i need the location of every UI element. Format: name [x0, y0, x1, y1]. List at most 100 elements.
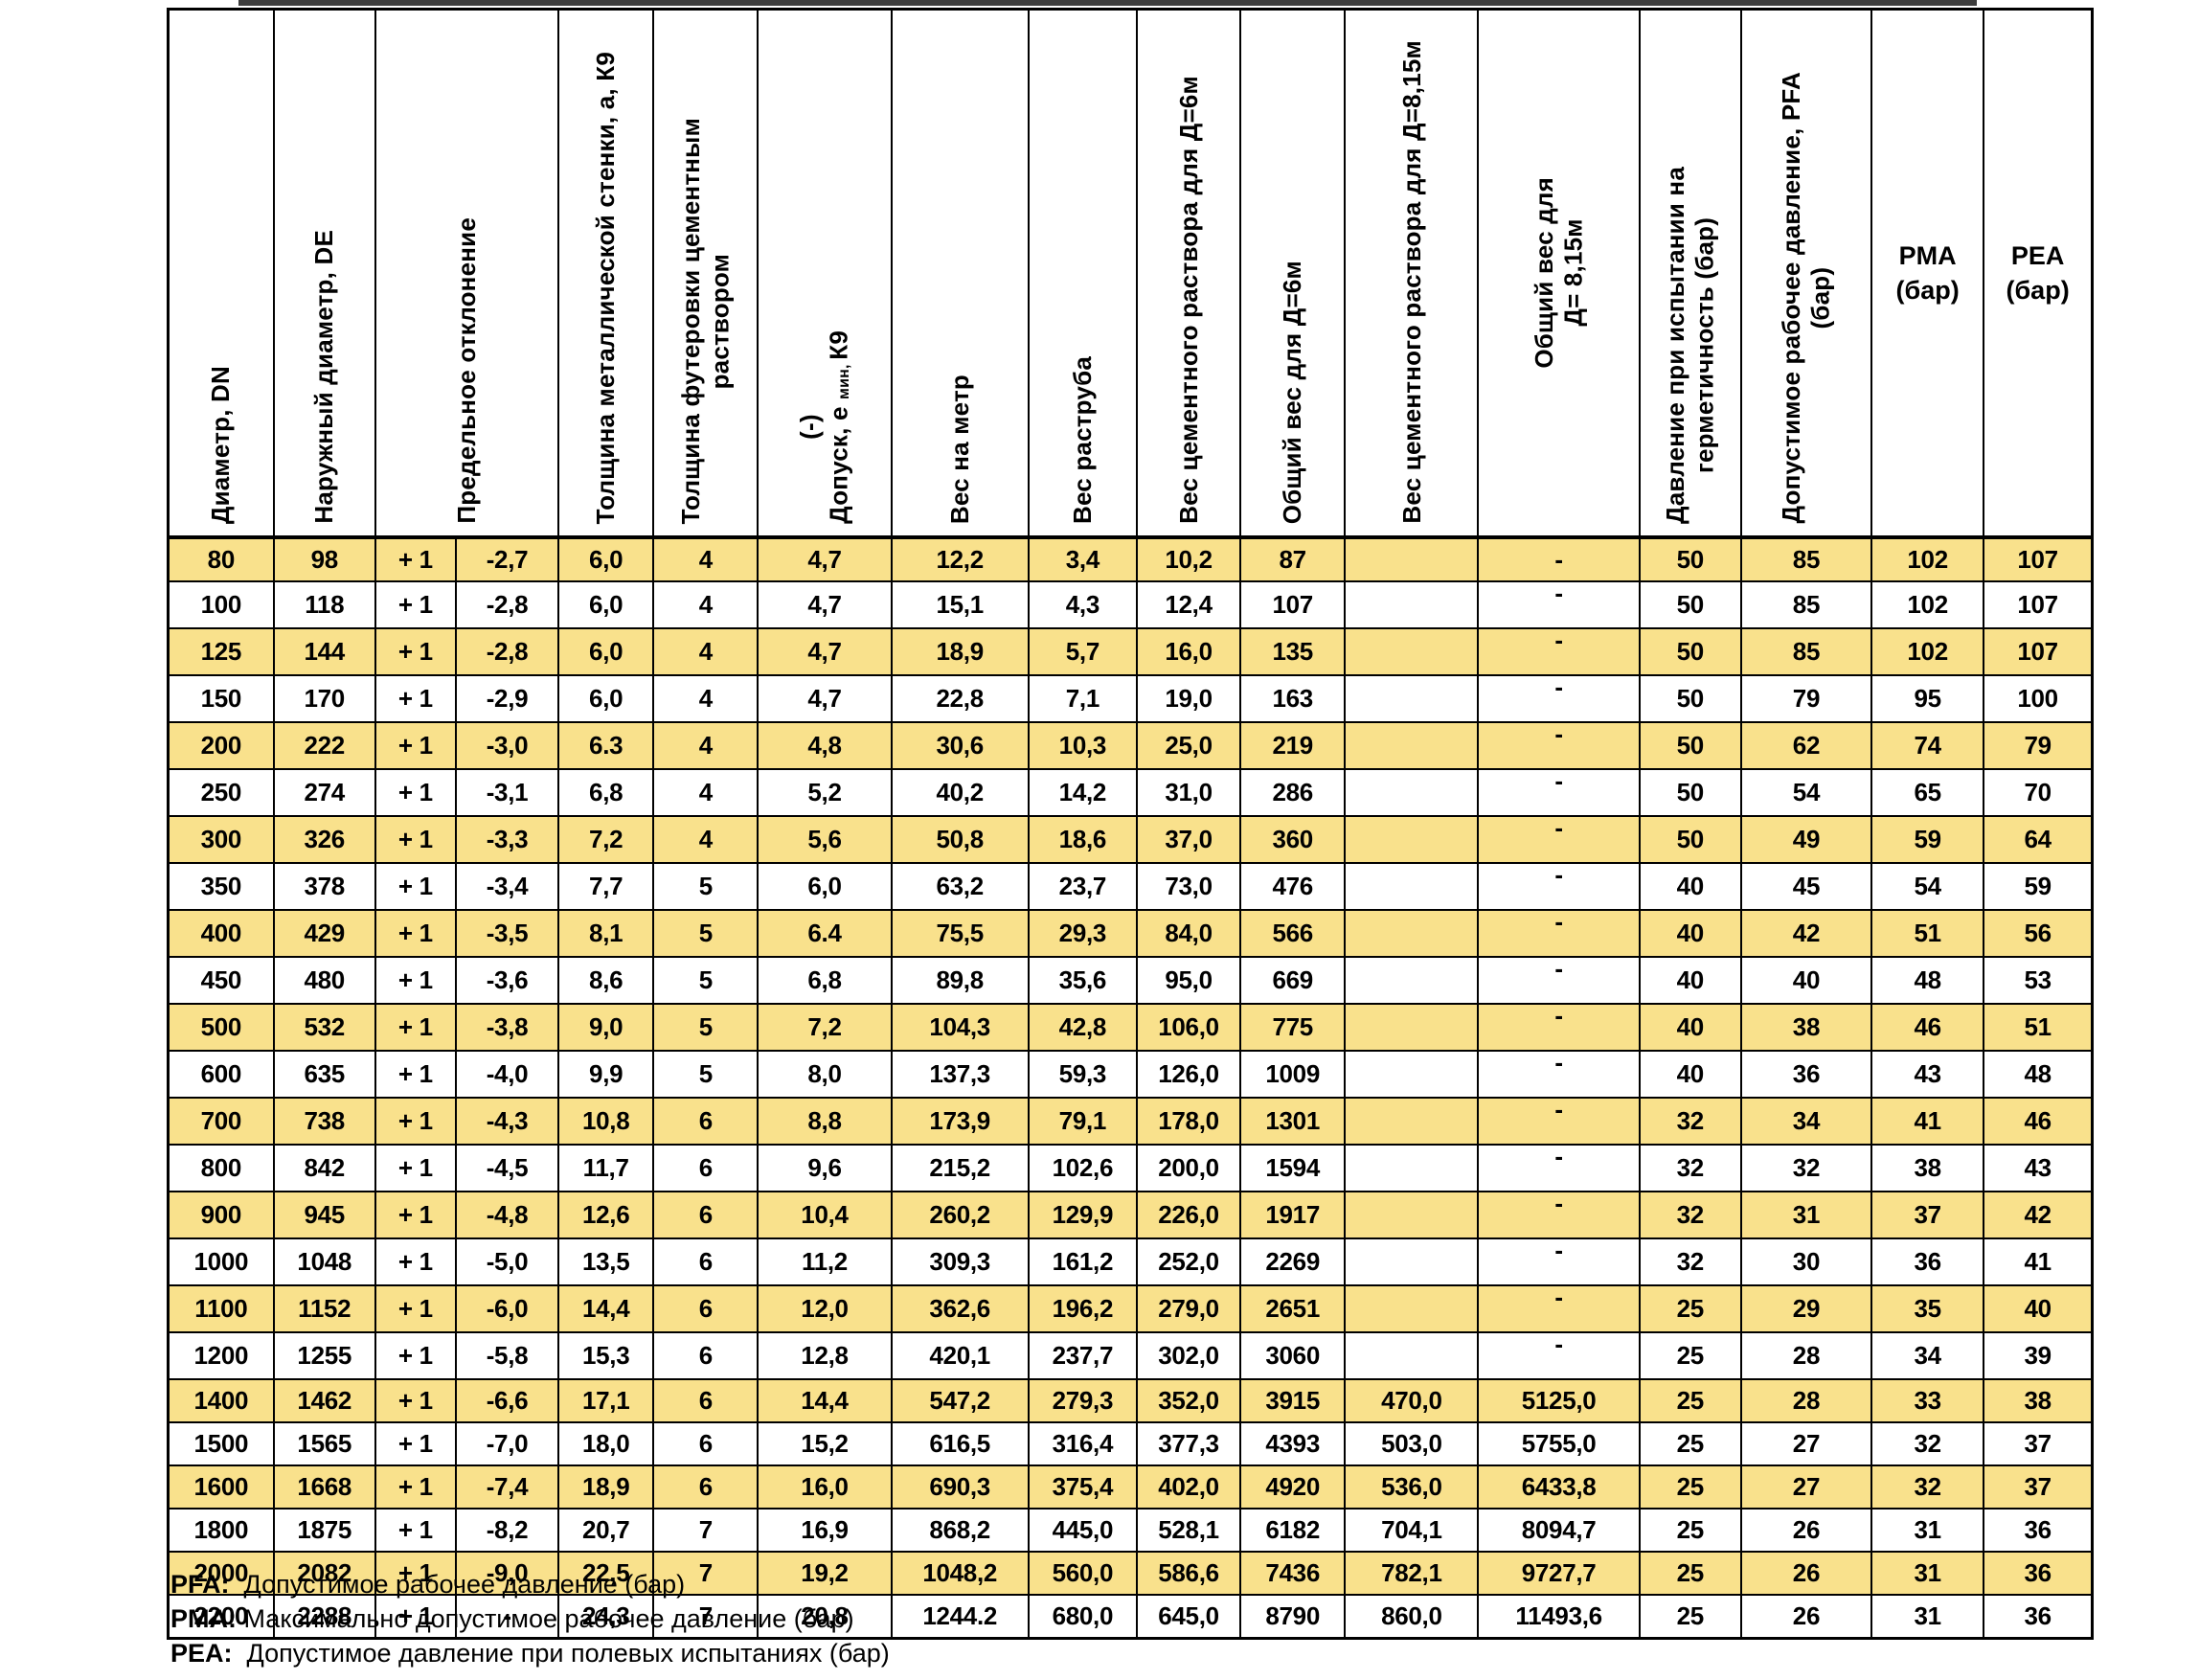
table-cell: 782,1: [1344, 1551, 1480, 1596]
table-cell: 46: [1870, 1003, 1985, 1052]
table-cell: [1344, 627, 1480, 676]
table-row: 250 274 + 1 -3,1 6,8 4 5,2 40,2 14,2 31,0 286 -50 54…: [167, 768, 2094, 817]
table-cell: 41: [1870, 1097, 1985, 1146]
table-cell: 279,0: [1135, 1284, 1242, 1333]
table-cell: 1500: [167, 1421, 275, 1466]
table-cell: 50: [1638, 674, 1742, 723]
table-cell: + 1: [374, 815, 457, 864]
column-header-label: Вес на метр: [944, 374, 974, 524]
table-cell: 38: [1983, 1378, 2094, 1423]
table-cell: 27: [1739, 1464, 1873, 1510]
table-cell: -: [1477, 956, 1641, 1005]
table-cell: 59: [1983, 862, 2094, 911]
table-row: 2000 2082 + 1 -9,0 22,5 7 19,2 1048,2 560,0 586,6…: [167, 1551, 2094, 1596]
table-cell: -4,5: [454, 1144, 560, 1192]
table-cell: 5,6: [757, 815, 893, 864]
table-cell: 25: [1638, 1378, 1742, 1423]
table-cell: 80: [167, 536, 275, 582]
table-cell: 40: [1983, 1284, 2094, 1333]
table-cell: 87: [1239, 536, 1347, 582]
table-cell: 13,5: [557, 1237, 655, 1286]
table-cell: 150: [167, 674, 275, 723]
table-cell: 375,4: [1027, 1464, 1138, 1510]
legend-pma-text: Максимально допустимое рабочее давление …: [243, 1604, 854, 1633]
column-header-label: (бар): [2006, 276, 2070, 305]
table-cell: 226,0: [1135, 1191, 1242, 1239]
table-cell: 326: [272, 815, 376, 864]
table-cell: 37,0: [1135, 815, 1242, 864]
table-cell: + 1: [374, 1237, 457, 1286]
table-row: 800 842 + 1 -4,5 11,7 6 9,6 215,2 102,6 200,0 1594…: [167, 1144, 2094, 1192]
column-header-pea: PEA (бар): [1983, 8, 2094, 539]
table-cell: 36: [1739, 1050, 1873, 1099]
table-cell: 6: [652, 1378, 759, 1423]
table-cell: 500: [167, 1003, 275, 1052]
table-cell: 51: [1870, 909, 1985, 958]
table-cell: 12,8: [757, 1331, 893, 1380]
table-cell: 35: [1870, 1284, 1985, 1333]
table-cell: 900: [167, 1191, 275, 1239]
table-cell: 6: [652, 1464, 759, 1510]
table-cell: 8,6: [557, 956, 655, 1005]
table-cell: 22,8: [890, 674, 1030, 723]
table-cell: -: [1477, 721, 1641, 770]
table-cell: + 1: [374, 1508, 457, 1553]
table-cell: 6,0: [557, 627, 655, 676]
table-cell: 54: [1739, 768, 1873, 817]
table-cell: + 1: [374, 1097, 457, 1146]
table-cell: 40: [1638, 909, 1742, 958]
table-cell: 4920: [1239, 1464, 1347, 1510]
table-cell: 84,0: [1135, 909, 1242, 958]
table-cell: 14,2: [1027, 768, 1138, 817]
table-cell: -4,3: [454, 1097, 560, 1146]
table-row: 1800 1875 + 1 -8,2 20,7 7 16,9 868,2 445,0 528,1 6…: [167, 1508, 2094, 1553]
column-header-outer-diameter-de: Наружный диаметр, DE: [272, 8, 376, 539]
table-cell: [1344, 862, 1480, 911]
table-cell: 53: [1983, 956, 2094, 1005]
table-cell: 36: [1983, 1594, 2094, 1640]
table-cell: -3,1: [454, 768, 560, 817]
table-cell: 6: [652, 1421, 759, 1466]
table-cell: -5,8: [454, 1331, 560, 1380]
table-row: 150 170 + 1 -2,9 6,0 4 4,7 22,8 7,1 19,0 163 -50 79 9…: [167, 674, 2094, 723]
table-cell: 1100: [167, 1284, 275, 1333]
table-cell: -: [1477, 1097, 1641, 1146]
table-cell: 4: [652, 580, 759, 629]
table-cell: -3,8: [454, 1003, 560, 1052]
table-cell: 1462: [272, 1378, 376, 1423]
legend-pma-label: PMA:: [170, 1604, 237, 1633]
table-cell: -3,3: [454, 815, 560, 864]
table-cell: 6.4: [757, 909, 893, 958]
table-cell: -8,2: [454, 1508, 560, 1553]
column-header-label: Наружный диаметр, DE: [309, 230, 339, 524]
table-cell: 137,3: [890, 1050, 1030, 1099]
table-cell: 27: [1739, 1421, 1873, 1466]
table-cell: [1344, 1284, 1480, 1333]
table-cell: 3915: [1239, 1378, 1347, 1423]
table-cell: 34: [1870, 1331, 1985, 1380]
table-cell: -5,0: [454, 1237, 560, 1286]
table-cell: 107: [1983, 536, 2094, 582]
table-cell: 4,8: [757, 721, 893, 770]
table-cell: 9,6: [757, 1144, 893, 1192]
table-cell: 2082: [272, 1551, 376, 1596]
table-cell: 450: [167, 956, 275, 1005]
table-cell: 100: [1983, 674, 2094, 723]
table-cell: 6182: [1239, 1508, 1347, 1553]
table-cell: 79: [1739, 674, 1873, 723]
table-cell: + 1: [374, 721, 457, 770]
table-cell: + 1: [374, 1464, 457, 1510]
table-cell: 360: [1239, 815, 1347, 864]
column-header-total-weight-8-15m: Общий вес для Д= 8,15м: [1477, 8, 1641, 539]
table-cell: 25: [1638, 1284, 1742, 1333]
table-cell: [1344, 909, 1480, 958]
table-cell: 25: [1638, 1331, 1742, 1380]
table-cell: 5125,0: [1477, 1378, 1641, 1423]
table-cell: 25,0: [1135, 721, 1242, 770]
table-cell: 704,1: [1344, 1508, 1480, 1553]
table-cell: 309,3: [890, 1237, 1030, 1286]
table-cell: -: [1477, 1331, 1641, 1380]
table-cell: 700: [167, 1097, 275, 1146]
table-cell: 219: [1239, 721, 1347, 770]
